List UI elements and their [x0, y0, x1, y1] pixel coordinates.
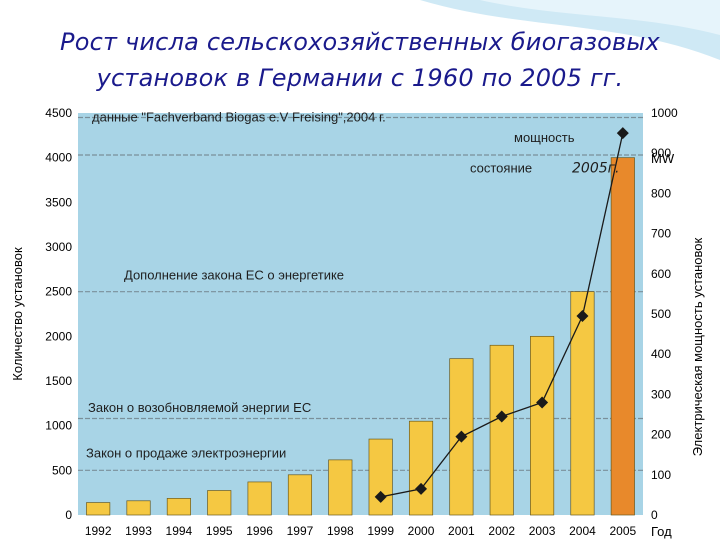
bar: [328, 459, 353, 516]
x-tick-label: 1996: [246, 524, 273, 538]
slide-title-line-1: Рост числа сельскохозяйственных биогазов…: [60, 28, 660, 56]
chart-annotation: данные "Fachverband Biogas e.V Freising"…: [92, 109, 386, 124]
chart-annotation: Закон о возобновляемой энергии ЕС: [88, 400, 311, 415]
x-tick-label: 1995: [206, 524, 233, 538]
power-point: [536, 396, 549, 409]
y2-tick-label: 700: [651, 227, 671, 241]
power-point: [495, 410, 508, 423]
x-tick-label: 1998: [327, 524, 354, 538]
y-tick-label: 3000: [45, 240, 72, 254]
chart-annotation: мощность: [514, 130, 575, 145]
x-tick-label: 2004: [569, 524, 596, 538]
y2-tick-label: 400: [651, 347, 671, 361]
chart: данные "Fachverband Biogas e.V Freising"…: [10, 106, 705, 539]
background-swoosh: [420, 0, 720, 60]
bar: [368, 438, 393, 516]
bar: [86, 502, 111, 516]
chart-annotation: Закон о продаже электроэнергии: [86, 445, 286, 460]
y2-unit-label: MW: [651, 151, 675, 166]
x-tick-label: 2002: [488, 524, 515, 538]
power-point: [576, 310, 589, 323]
y-tick-label: 3500: [45, 195, 72, 209]
y2-tick-label: 600: [651, 267, 671, 281]
bar: [489, 344, 514, 516]
y2-tick-label: 100: [651, 468, 671, 482]
bar: [610, 157, 635, 516]
y-tick-label: 1000: [45, 419, 72, 433]
x-tick-label: 2003: [529, 524, 556, 538]
y-tick-label: 2000: [45, 329, 72, 343]
chart-annotation: Дополнение закона ЕС о энергетике: [124, 268, 344, 283]
y2-tick-label: 800: [651, 186, 671, 200]
y-tick-label: 4000: [45, 151, 72, 165]
y-tick-label: 500: [52, 463, 72, 477]
bar: [570, 291, 595, 516]
y-tick-label: 1500: [45, 374, 72, 388]
x-tick-label: 2005: [609, 524, 636, 538]
y-tick-label: 4500: [45, 106, 72, 120]
slide-title-line-2: установок в Германии с 1960 по 2005 гг.: [96, 64, 624, 92]
x-axis-label: Год: [651, 524, 672, 539]
x-tick-label: 1997: [287, 524, 314, 538]
y-tick-label: 2500: [45, 285, 72, 299]
y2-tick-label: 900: [651, 146, 671, 160]
bar: [166, 498, 191, 516]
power-point: [374, 490, 387, 503]
chart-annotation: состояние: [470, 160, 532, 175]
chart-annotation: 2005г.: [572, 160, 619, 176]
x-tick-label: 1994: [166, 524, 193, 538]
y2-tick-label: 300: [651, 387, 671, 401]
x-tick-label: 1999: [367, 524, 394, 538]
x-tick-label: 2000: [408, 524, 435, 538]
x-tick-label: 1992: [85, 524, 112, 538]
y2-tick-label: 500: [651, 307, 671, 321]
y-axis-label: Количество установок: [10, 247, 25, 381]
y2-tick-label: 1000: [651, 106, 678, 120]
x-tick-label: 1993: [125, 524, 152, 538]
y2-tick-label: 200: [651, 428, 671, 442]
x-tick-label: 2001: [448, 524, 475, 538]
power-point: [455, 430, 468, 443]
bar: [247, 481, 272, 516]
power-point: [616, 127, 629, 140]
y-tick-label: 0: [65, 508, 72, 522]
y2-tick-label: 0: [651, 508, 658, 522]
power-point: [415, 482, 428, 495]
bar: [287, 474, 313, 516]
bar: [126, 500, 151, 516]
bar: [207, 490, 232, 516]
bar: [530, 335, 555, 516]
bar: [408, 420, 434, 516]
y2-axis-label: Электрическая мощность установок: [690, 237, 705, 456]
